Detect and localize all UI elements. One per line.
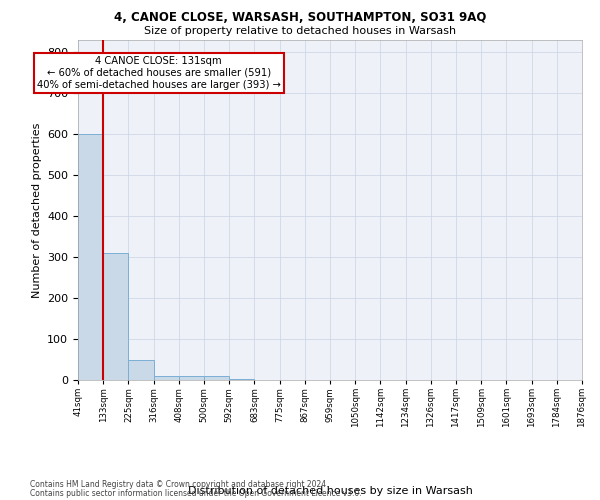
Bar (179, 376, 204, 380)
Y-axis label: Number of detached properties: Number of detached properties (32, 122, 41, 298)
Bar (78, 134, 103, 380)
Bar (204, 376, 229, 380)
Bar (154, 376, 179, 380)
Text: Size of property relative to detached houses in Warsash: Size of property relative to detached ho… (144, 26, 456, 36)
Text: 4, CANOE CLOSE, WARSASH, SOUTHAMPTON, SO31 9AQ: 4, CANOE CLOSE, WARSASH, SOUTHAMPTON, SO… (114, 11, 486, 24)
Bar (229, 379, 254, 380)
Text: 4 CANOE CLOSE: 131sqm
← 60% of detached houses are smaller (591)
40% of semi-det: 4 CANOE CLOSE: 131sqm ← 60% of detached … (37, 56, 281, 90)
Text: Contains HM Land Registry data © Crown copyright and database right 2024.: Contains HM Land Registry data © Crown c… (30, 480, 329, 489)
Bar (103, 253, 128, 380)
X-axis label: Distribution of detached houses by size in Warsash: Distribution of detached houses by size … (188, 486, 472, 496)
Text: Contains public sector information licensed under the Open Government Licence v3: Contains public sector information licen… (30, 489, 362, 498)
Bar (128, 360, 154, 380)
